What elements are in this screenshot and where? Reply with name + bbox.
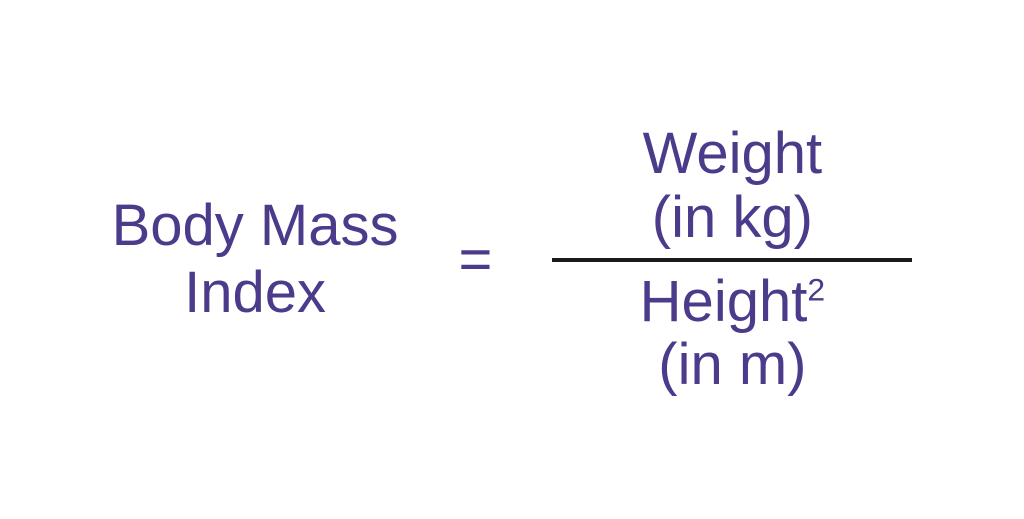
denominator-line1: Height2 [640, 270, 825, 334]
lhs-line1: Body Mass [112, 193, 399, 260]
denominator-exponent: 2 [807, 271, 825, 307]
bmi-formula: Body Mass Index = Weight (in kg) Height2… [0, 0, 1024, 519]
fraction-denominator: Height2 (in m) [620, 262, 845, 406]
equals-sign: = [459, 226, 493, 293]
formula-lhs: Body Mass Index [112, 193, 399, 326]
numerator-line1: Weight [643, 122, 822, 186]
denominator-base: Height [640, 269, 808, 334]
lhs-line2: Index [112, 260, 399, 327]
formula-rhs: Weight (in kg) Height2 (in m) [552, 114, 912, 405]
numerator-line2: (in kg) [643, 186, 822, 250]
fraction-numerator: Weight (in kg) [623, 114, 842, 258]
denominator-line2: (in m) [640, 333, 825, 397]
